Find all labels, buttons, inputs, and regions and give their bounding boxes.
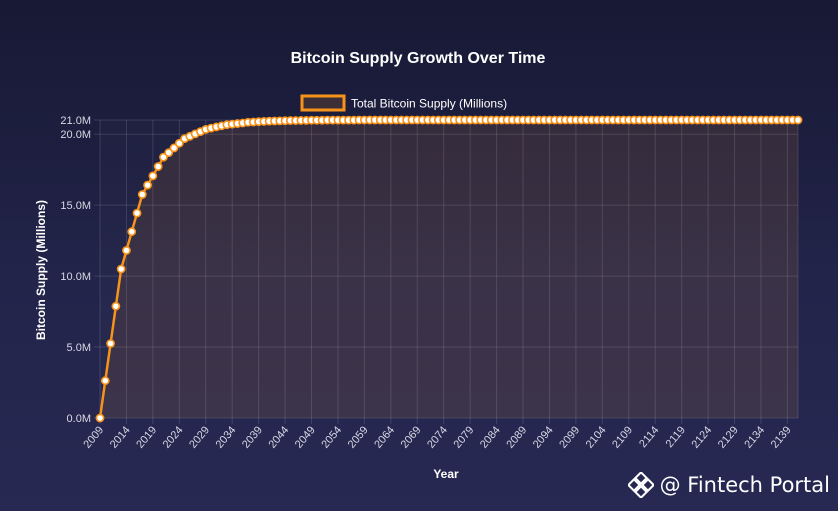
grid [94, 119, 799, 424]
x-tick-label: 2029 [187, 424, 212, 450]
x-tick-label: 2099 [557, 424, 582, 450]
x-tick-label: 2084 [478, 424, 503, 450]
data-point[interactable] [100, 376, 110, 386]
x-tick-label: 2069 [399, 424, 424, 450]
x-tick-label: 2044 [266, 424, 291, 450]
x-tick-label: 2014 [108, 424, 133, 450]
y-axis-title: Bitcoin Supply (Millions) [34, 200, 48, 340]
legend-label: Total Bitcoin Supply (Millions) [351, 97, 507, 111]
y-tick-label: 10.0M [60, 271, 91, 283]
x-tick-label: 2064 [372, 424, 397, 450]
x-tick-label: 2119 [664, 424, 688, 450]
x-tick-label: 2054 [319, 424, 344, 450]
x-tick-label: 2074 [425, 424, 450, 450]
x-tick-label: 2079 [452, 424, 477, 450]
watermark: @ Fintech Portal [627, 472, 830, 498]
x-tick-label: 2134 [742, 424, 767, 450]
x-tick-label: 2034 [214, 424, 239, 450]
x-tick-label: 2094 [531, 424, 556, 450]
x-tick-label: 2089 [504, 424, 529, 450]
binance-diamond-icon [627, 472, 654, 498]
data-points [95, 115, 803, 423]
data-point[interactable] [95, 413, 105, 423]
data-point[interactable] [122, 246, 131, 255]
x-tick-label: 2009 [81, 424, 106, 450]
x-tick-label: 2139 [769, 424, 794, 450]
x-tick-label: 2104 [584, 424, 609, 450]
x-tick-label: 2049 [293, 424, 318, 450]
x-tick-label: 2039 [240, 424, 265, 450]
y-tick-label: 0.0M [67, 413, 91, 425]
data-point[interactable] [148, 171, 158, 181]
legend[interactable]: Total Bitcoin Supply (Millions) [300, 94, 507, 112]
data-point[interactable] [793, 115, 803, 125]
x-tick-label: 2019 [134, 424, 159, 450]
y-tick-label: 15.0M [60, 200, 91, 212]
data-point[interactable] [159, 152, 168, 162]
x-tick-label: 2024 [161, 424, 186, 450]
legend-swatch [300, 94, 346, 112]
watermark-text: @ Fintech Portal [659, 473, 830, 497]
data-point[interactable] [169, 143, 179, 153]
y-tick-label: 5.0M [67, 342, 91, 354]
x-tick-label: 2109 [610, 424, 635, 450]
data-point[interactable] [137, 190, 147, 199]
data-point[interactable] [174, 138, 184, 148]
x-axis-ticks: 2009 2014 2019 2024 2029 2034 2039 2044 2049 2054… [81, 424, 793, 450]
data-point[interactable] [132, 208, 142, 218]
data-point[interactable] [164, 148, 174, 158]
x-tick-label: 2114 [637, 424, 661, 450]
data-point[interactable] [106, 339, 115, 348]
data-point[interactable] [153, 162, 163, 171]
data-point[interactable] [143, 180, 152, 190]
data-point[interactable] [116, 264, 126, 274]
chart-title: Bitcoin Supply Growth Over Time [291, 50, 546, 67]
x-tick-label: 2129 [716, 424, 741, 450]
x-tick-label: 2124 [689, 424, 714, 450]
y-tick-label: 21.0M [60, 115, 91, 127]
series-area [100, 120, 798, 418]
y-tick-label: 20.0M [60, 129, 91, 141]
data-point[interactable] [127, 227, 137, 237]
y-axis-ticks: 0.0M 5.0M 10.0M 15.0M 20.0M 21.0M [60, 115, 91, 425]
data-point[interactable] [111, 301, 121, 311]
x-axis-title: Year [433, 467, 459, 481]
x-tick-label: 2059 [346, 424, 371, 450]
